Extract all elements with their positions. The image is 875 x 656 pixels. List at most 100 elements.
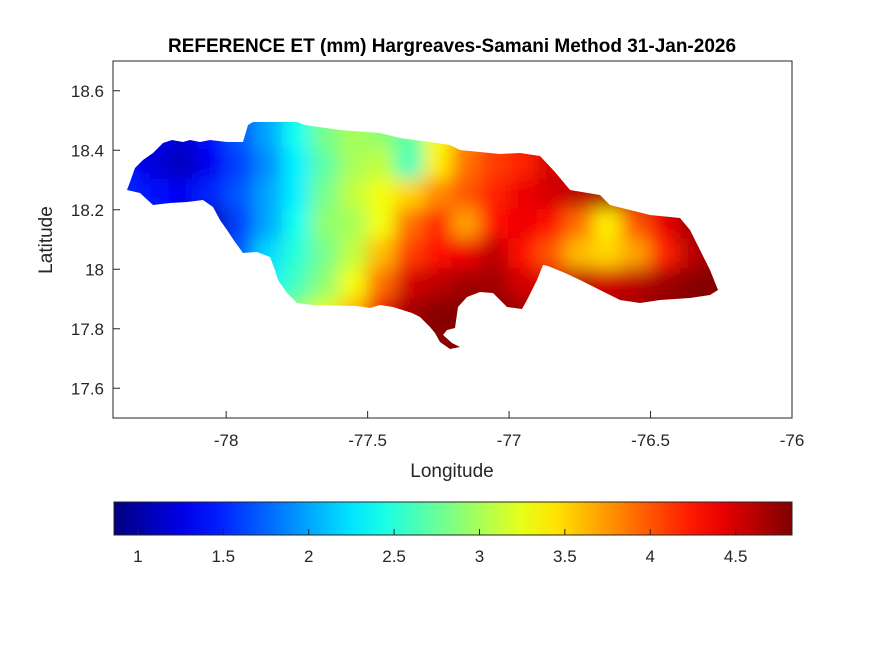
heatmap-cell bbox=[366, 238, 397, 271]
heatmap-cell bbox=[592, 238, 624, 271]
heatmap-cell bbox=[168, 268, 199, 300]
chart-title: REFERENCE ET (mm) Hargreaves-Samani Meth… bbox=[168, 36, 736, 57]
heatmap-cell bbox=[168, 327, 199, 349]
heatmap-cell bbox=[281, 208, 313, 241]
heatmap-cell bbox=[451, 238, 482, 271]
heatmap-cell bbox=[253, 208, 284, 241]
heatmap-cell bbox=[253, 327, 284, 349]
heatmap-cell bbox=[366, 208, 397, 241]
heatmap-cell bbox=[508, 179, 539, 211]
heatmap-cell bbox=[140, 268, 171, 300]
heatmap-cell bbox=[225, 179, 256, 211]
heatmap-cell bbox=[621, 179, 652, 211]
heatmap-cell bbox=[677, 149, 709, 181]
heatmap-cell bbox=[394, 238, 426, 271]
colorbar bbox=[113, 501, 793, 536]
heatmap-cell bbox=[253, 149, 284, 181]
colorbar-tick-label: 2.5 bbox=[382, 547, 406, 566]
heatmap-cell bbox=[310, 327, 341, 349]
heatmap-cell bbox=[423, 122, 454, 152]
heatmap-cell bbox=[338, 208, 369, 241]
heatmap-cell bbox=[281, 298, 313, 330]
x-tick-label: -78 bbox=[214, 431, 239, 450]
heatmap-cell bbox=[536, 327, 567, 349]
heatmap-cell bbox=[564, 327, 595, 349]
heatmap-cell bbox=[479, 327, 511, 349]
heatmap-cell bbox=[253, 268, 284, 300]
heatmap-cell bbox=[423, 327, 454, 349]
heatmap-cell bbox=[225, 122, 256, 152]
heatmap-cell bbox=[706, 122, 718, 152]
heatmap-cell bbox=[508, 268, 539, 300]
y-tick-label: 17.8 bbox=[71, 320, 104, 339]
heatmap-cell bbox=[451, 179, 482, 211]
heatmap-cell bbox=[564, 268, 595, 300]
heatmap-cell bbox=[592, 208, 624, 241]
heatmap-cell bbox=[310, 238, 341, 271]
heatmap-cell bbox=[168, 298, 199, 330]
heatmap-cell bbox=[366, 268, 397, 300]
heatmap-cell bbox=[366, 179, 397, 211]
heatmap-cell bbox=[706, 238, 718, 271]
heatmap-cell bbox=[225, 238, 256, 271]
heatmap-cell bbox=[706, 208, 718, 241]
heatmap-cell bbox=[168, 179, 199, 211]
heatmap-cell bbox=[564, 122, 595, 152]
heatmap-cell bbox=[140, 149, 171, 181]
heatmap-cell bbox=[366, 327, 397, 349]
heatmap-cell bbox=[706, 327, 718, 349]
heatmap-cell bbox=[621, 298, 652, 330]
heatmap-cell bbox=[564, 298, 595, 330]
colorbar-tick-label: 4.5 bbox=[724, 547, 748, 566]
heatmap-cell bbox=[564, 149, 595, 181]
heatmap-cell bbox=[366, 298, 397, 330]
heatmap-cell bbox=[479, 208, 511, 241]
heatmap-cell bbox=[281, 179, 313, 211]
colorbar-tick-label: 2 bbox=[304, 547, 313, 566]
heatmap-cell bbox=[196, 298, 228, 330]
heatmap-cell bbox=[649, 298, 680, 330]
heatmap-cell bbox=[196, 149, 228, 181]
heatmap-cell bbox=[649, 149, 680, 181]
y-tick-label: 17.6 bbox=[71, 379, 104, 398]
y-tick-label: 18 bbox=[85, 260, 104, 279]
heatmap-cell bbox=[338, 179, 369, 211]
colorbar-tick-label: 1.5 bbox=[211, 547, 235, 566]
heatmap-cell bbox=[366, 122, 397, 152]
heatmap-cell bbox=[196, 122, 228, 152]
heatmap-cell bbox=[592, 149, 624, 181]
heatmap-cell bbox=[536, 208, 567, 241]
heatmap-cell bbox=[677, 298, 709, 330]
heatmap-cell bbox=[140, 327, 171, 349]
heatmap-cell bbox=[127, 327, 143, 349]
heatmap-cell bbox=[394, 208, 426, 241]
heatmap-field bbox=[127, 122, 718, 349]
heatmap-cell bbox=[621, 238, 652, 271]
heatmap-cell bbox=[706, 179, 718, 211]
heatmap-cell bbox=[479, 122, 511, 152]
heatmap-cell bbox=[649, 208, 680, 241]
heatmap-cell bbox=[196, 208, 228, 241]
colorbar-tick-label: 3.5 bbox=[553, 547, 577, 566]
heatmap-cell bbox=[168, 122, 199, 152]
heatmap-cell bbox=[451, 298, 482, 330]
heatmap-cell bbox=[564, 208, 595, 241]
heatmap-cell bbox=[451, 122, 482, 152]
heatmap-cell bbox=[592, 179, 624, 211]
heatmap-cell bbox=[677, 327, 709, 349]
heatmap-cell bbox=[140, 179, 171, 211]
heatmap-cell bbox=[168, 208, 199, 241]
heatmap-cell bbox=[677, 179, 709, 211]
heatmap-cell bbox=[649, 268, 680, 300]
heatmap-cell bbox=[621, 327, 652, 349]
heatmap-cell bbox=[338, 327, 369, 349]
colorbar-tick-label: 1 bbox=[133, 547, 142, 566]
y-axis: 18.6 18.4 18.2 18 17.8 17.6 bbox=[71, 82, 120, 398]
heatmap-cell bbox=[310, 268, 341, 300]
colorbar-tick-label: 3 bbox=[475, 547, 484, 566]
heatmap-cell bbox=[394, 179, 426, 211]
heatmap-cell bbox=[196, 179, 228, 211]
x-tick-label: -77 bbox=[497, 431, 522, 450]
heatmap-cell bbox=[423, 298, 454, 330]
heatmap-cell bbox=[677, 268, 709, 300]
